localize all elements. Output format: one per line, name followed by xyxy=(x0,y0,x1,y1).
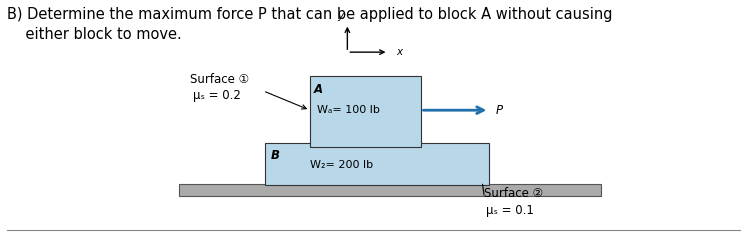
Text: Wₐ= 100 lb: Wₐ= 100 lb xyxy=(317,105,380,115)
Text: W₂= 200 lb: W₂= 200 lb xyxy=(310,160,374,170)
Bar xyxy=(265,143,489,185)
Text: μₛ = 0.2: μₛ = 0.2 xyxy=(193,90,241,102)
Bar xyxy=(310,76,421,147)
Text: A: A xyxy=(314,83,323,96)
Text: Surface ①: Surface ① xyxy=(190,73,249,86)
Text: μₛ = 0.1: μₛ = 0.1 xyxy=(486,204,534,217)
Bar xyxy=(179,184,601,196)
Text: x: x xyxy=(396,47,402,57)
Text: B) Determine the maximum force P that can be applied to block A without causing
: B) Determine the maximum force P that ca… xyxy=(7,7,613,42)
Text: Surface ②: Surface ② xyxy=(484,187,543,200)
Text: P: P xyxy=(495,104,503,117)
Text: y: y xyxy=(337,11,343,21)
Text: B: B xyxy=(270,149,279,162)
